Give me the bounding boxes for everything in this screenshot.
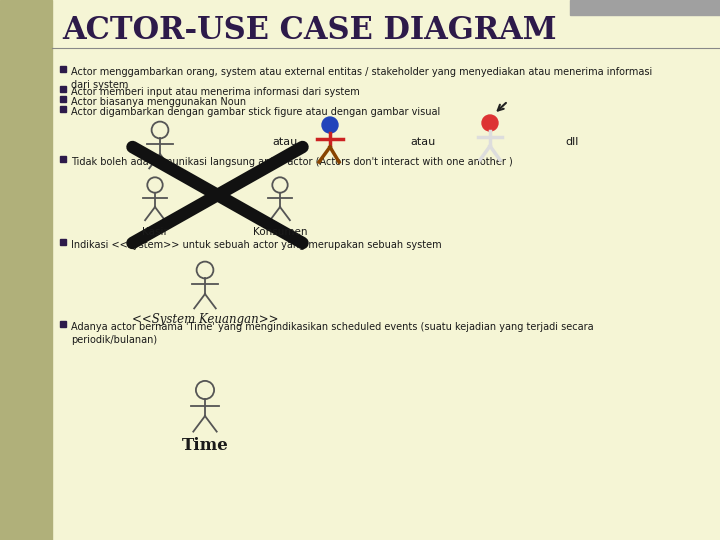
- Bar: [570, 0, 720, 15]
- Text: Actor menggambarkan orang, system atau external entitas / stakeholder yang menye: Actor menggambarkan orang, system atau e…: [71, 67, 652, 90]
- Text: ACTOR-USE CASE DIAGRAM: ACTOR-USE CASE DIAGRAM: [62, 15, 557, 46]
- Text: Konsumen: Konsumen: [253, 227, 307, 237]
- Text: Actor biasanya menggunakan Noun: Actor biasanya menggunakan Noun: [71, 97, 246, 107]
- Text: atau: atau: [410, 137, 436, 147]
- Bar: [0, 0, 52, 540]
- Text: Time: Time: [181, 437, 228, 454]
- Bar: [60, 321, 66, 327]
- Bar: [60, 106, 66, 112]
- Bar: [60, 96, 66, 102]
- Circle shape: [482, 115, 498, 131]
- Bar: [60, 156, 66, 162]
- Bar: [60, 86, 66, 92]
- Text: Kasir: Kasir: [142, 227, 168, 237]
- Text: Actor digambarkan dengan gambar stick figure atau dengan gambar visual: Actor digambarkan dengan gambar stick fi…: [71, 107, 440, 117]
- Text: Actor memberi input atau menerima informasi dari system: Actor memberi input atau menerima inform…: [71, 87, 360, 97]
- Text: Tidak boleh ada komunikasi langsung antar actor (Actors don't interact with one : Tidak boleh ada komunikasi langsung anta…: [71, 157, 513, 167]
- Text: Adanya actor bernama 'Time' yang mengindikasikan scheduled events (suatu kejadia: Adanya actor bernama 'Time' yang mengind…: [71, 322, 593, 345]
- Text: atau: atau: [272, 137, 297, 147]
- Bar: [60, 239, 66, 245]
- Bar: [60, 66, 66, 72]
- Circle shape: [322, 117, 338, 133]
- Text: Indikasi <<system>> untuk sebuah actor yang merupakan sebuah system: Indikasi <<system>> untuk sebuah actor y…: [71, 240, 441, 250]
- Text: dll: dll: [565, 137, 578, 147]
- Text: <<System Keuangan>>: <<System Keuangan>>: [132, 313, 278, 326]
